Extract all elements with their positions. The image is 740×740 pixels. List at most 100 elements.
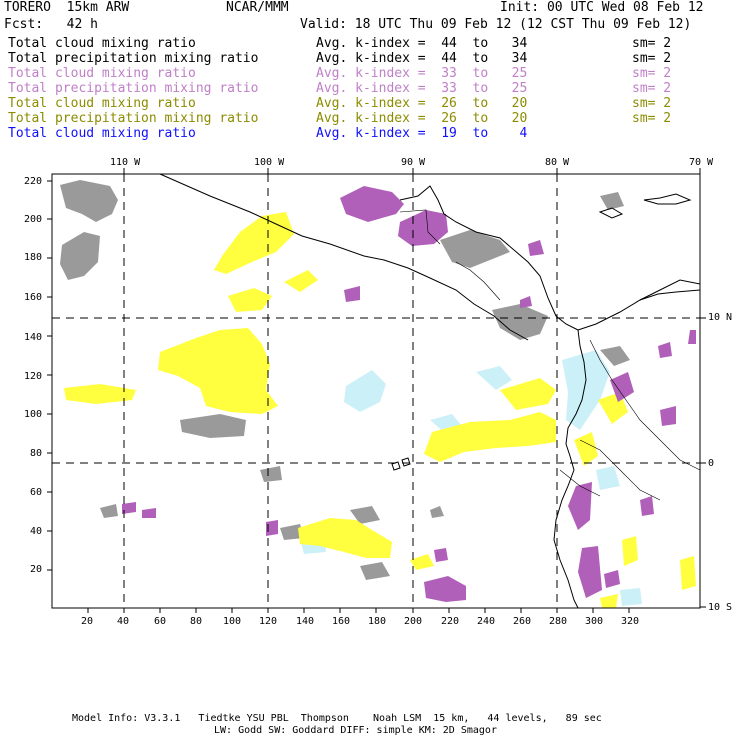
field-name: Total cloud mixing ratio bbox=[8, 66, 196, 81]
caribbean-island bbox=[643, 193, 692, 205]
border-line bbox=[559, 469, 601, 497]
purple-cloud-patch bbox=[398, 210, 448, 246]
border-line bbox=[399, 209, 441, 245]
country-borders bbox=[399, 209, 701, 501]
mexico-coast bbox=[159, 173, 529, 341]
lon-label: 100 W bbox=[254, 157, 285, 168]
lat-label: 10 S bbox=[708, 602, 733, 613]
central-america-east bbox=[513, 249, 579, 331]
venezuela-north bbox=[639, 279, 701, 301]
x-tick-label: 60 bbox=[154, 616, 167, 627]
field-kindex: Avg. k-index = 26 to 20 bbox=[316, 111, 528, 126]
grey-cloud-patch bbox=[600, 346, 630, 366]
x-tick-label: 280 bbox=[549, 616, 568, 627]
model-title: TORERO 15km ARW bbox=[4, 0, 130, 15]
purple-cloud-patch bbox=[340, 186, 404, 222]
lon-label: 70 W bbox=[689, 157, 714, 168]
latlon-grid bbox=[52, 174, 700, 608]
purple-cloud-patch bbox=[142, 508, 156, 518]
y-tick-label: 120 bbox=[24, 371, 43, 382]
cyan-cloud-patch bbox=[562, 350, 610, 430]
field-kindex: Avg. k-index = 44 to 34 bbox=[316, 36, 528, 51]
cyan-cloud-patch bbox=[620, 588, 642, 606]
galapagos bbox=[391, 457, 411, 471]
grey-cloud-patch bbox=[180, 414, 246, 438]
cyan-cloud-patch bbox=[344, 370, 386, 412]
field-kindex: Avg. k-index = 44 to 34 bbox=[316, 51, 528, 66]
tick-marks bbox=[47, 168, 706, 613]
purple-cloud-patch bbox=[658, 342, 672, 358]
purple-cloud-patch bbox=[660, 406, 676, 426]
lat-label: 10 N bbox=[708, 312, 733, 323]
yellow-cloud-patch bbox=[214, 212, 294, 274]
grey-cloud-patch bbox=[430, 506, 444, 518]
valid-time: Valid: 18 UTC Thu 09 Feb 12 (12 CST Thu … bbox=[300, 17, 692, 32]
purple-cloud-patch bbox=[528, 240, 544, 256]
lon-label: 90 W bbox=[401, 157, 426, 168]
yellow-cloud-patch bbox=[284, 270, 318, 292]
purple-cloud-patch bbox=[434, 548, 448, 562]
yellow-cloud-patch bbox=[298, 518, 392, 558]
x-tick-label: 40 bbox=[117, 616, 130, 627]
x-tick-label: 260 bbox=[513, 616, 532, 627]
model-info: Model Info: V3.3.1 Tiedtke YSU PBL Thomp… bbox=[72, 713, 602, 724]
x-tick-label: 80 bbox=[190, 616, 203, 627]
yellow-cloud-patch bbox=[622, 536, 638, 566]
grey-cloud-patch bbox=[260, 466, 282, 482]
cloud-layer-purple bbox=[122, 186, 696, 602]
field-kindex: Avg. k-index = 26 to 20 bbox=[316, 96, 528, 111]
yellow-cloud-patch bbox=[680, 556, 696, 590]
field-name: Total precipitation mixing ratio bbox=[8, 111, 259, 126]
yellow-cloud-patch bbox=[500, 378, 556, 410]
forecast-hour: Fcst: 42 h bbox=[4, 17, 98, 32]
yellow-cloud-patch bbox=[228, 288, 272, 312]
grey-cloud-patch bbox=[60, 232, 100, 280]
field-smoothing: sm= 2 bbox=[632, 36, 672, 51]
yellow-cloud-patch bbox=[424, 412, 556, 462]
purple-cloud-patch bbox=[568, 482, 592, 530]
x-tick-label: 100 bbox=[223, 616, 242, 627]
border-line bbox=[589, 339, 701, 471]
lon-label: 110 W bbox=[110, 157, 141, 168]
colombia-coast bbox=[577, 289, 701, 331]
y-tick-label: 140 bbox=[24, 332, 43, 343]
lat-label: 0 bbox=[708, 458, 715, 469]
field-smoothing: sm= 2 bbox=[632, 81, 672, 96]
x-tick-label: 180 bbox=[368, 616, 387, 627]
field-kindex: Avg. k-index = 33 to 25 bbox=[316, 81, 528, 96]
x-tick-label: 20 bbox=[81, 616, 94, 627]
purple-cloud-patch bbox=[578, 546, 602, 598]
field-smoothing: sm= 2 bbox=[632, 111, 672, 126]
purple-cloud-patch bbox=[610, 372, 634, 402]
y-tick-label: 220 bbox=[24, 176, 43, 187]
border-line bbox=[455, 261, 501, 301]
purple-cloud-patch bbox=[266, 520, 278, 536]
org-label: NCAR/MMM bbox=[226, 0, 289, 15]
grey-cloud-patch bbox=[440, 230, 510, 268]
yellow-cloud-patch bbox=[410, 554, 434, 570]
purple-cloud-patch bbox=[122, 502, 136, 514]
cloud-layer-yellow bbox=[64, 212, 696, 608]
x-tick-label: 300 bbox=[585, 616, 604, 627]
gulf-coast bbox=[399, 185, 515, 251]
y-tick-label: 200 bbox=[24, 214, 43, 225]
init-time: Init: 00 UTC Wed 08 Feb 12 bbox=[500, 0, 704, 15]
x-tick-label: 320 bbox=[621, 616, 640, 627]
border-line bbox=[579, 439, 661, 501]
grey-cloud-patch bbox=[100, 504, 118, 518]
y-tick-label: 40 bbox=[30, 526, 43, 537]
y-tick-label: 20 bbox=[30, 564, 43, 575]
lon-label: 80 W bbox=[545, 157, 570, 168]
purple-cloud-patch bbox=[344, 286, 360, 302]
y-tick-label: 80 bbox=[30, 448, 43, 459]
grey-cloud-patch bbox=[600, 192, 624, 210]
physics-info: LW: Godd SW: Goddard DIFF: simple KM: 2D… bbox=[214, 725, 497, 736]
field-kindex: Avg. k-index = 33 to 25 bbox=[316, 66, 528, 81]
field-smoothing: sm= 2 bbox=[632, 66, 672, 81]
grey-cloud-patch bbox=[492, 304, 548, 340]
cyan-cloud-patch bbox=[476, 366, 512, 390]
x-tick-label: 200 bbox=[404, 616, 423, 627]
x-tick-label: 120 bbox=[259, 616, 278, 627]
field-name: Total precipitation mixing ratio bbox=[8, 81, 259, 96]
